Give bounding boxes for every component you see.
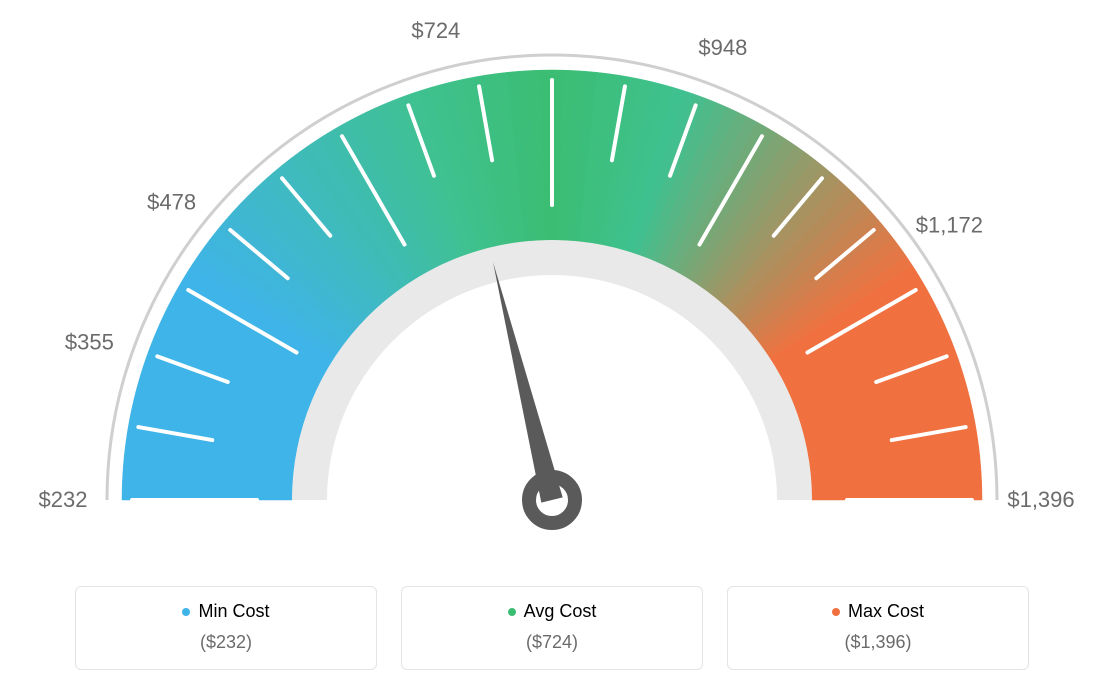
legend-label-avg: Avg Cost — [402, 601, 702, 622]
legend-card-min: Min Cost ($232) — [75, 586, 377, 670]
gauge-tick-label: $355 — [65, 330, 114, 355]
legend-label-min: Min Cost — [76, 601, 376, 622]
legend-value-max: ($1,396) — [728, 632, 1028, 653]
legend-dot-max — [832, 608, 840, 616]
legend-label-text: Min Cost — [198, 601, 269, 621]
legend-label-max: Max Cost — [728, 601, 1028, 622]
gauge-needle — [493, 262, 563, 502]
gauge-chart: $232 $355 $478 $724 $948 $1,172 $1,396 — [0, 0, 1104, 560]
gauge-tick-label: $1,172 — [916, 212, 983, 237]
legend-label-text: Avg Cost — [524, 601, 597, 621]
legend-row: Min Cost ($232) Avg Cost ($724) Max Cost… — [0, 586, 1104, 670]
gauge-tick-label: $478 — [147, 189, 196, 214]
legend-dot-avg — [508, 608, 516, 616]
legend-label-text: Max Cost — [848, 601, 924, 621]
legend-value-min: ($232) — [76, 632, 376, 653]
legend-value-avg: ($724) — [402, 632, 702, 653]
gauge-tick-label: $232 — [39, 487, 88, 512]
legend-dot-min — [182, 608, 190, 616]
gauge-tick-label: $724 — [411, 18, 460, 43]
legend-card-avg: Avg Cost ($724) — [401, 586, 703, 670]
gauge-tick-label: $1,396 — [1007, 487, 1074, 512]
legend-card-max: Max Cost ($1,396) — [727, 586, 1029, 670]
gauge-tick-label: $948 — [698, 35, 747, 60]
